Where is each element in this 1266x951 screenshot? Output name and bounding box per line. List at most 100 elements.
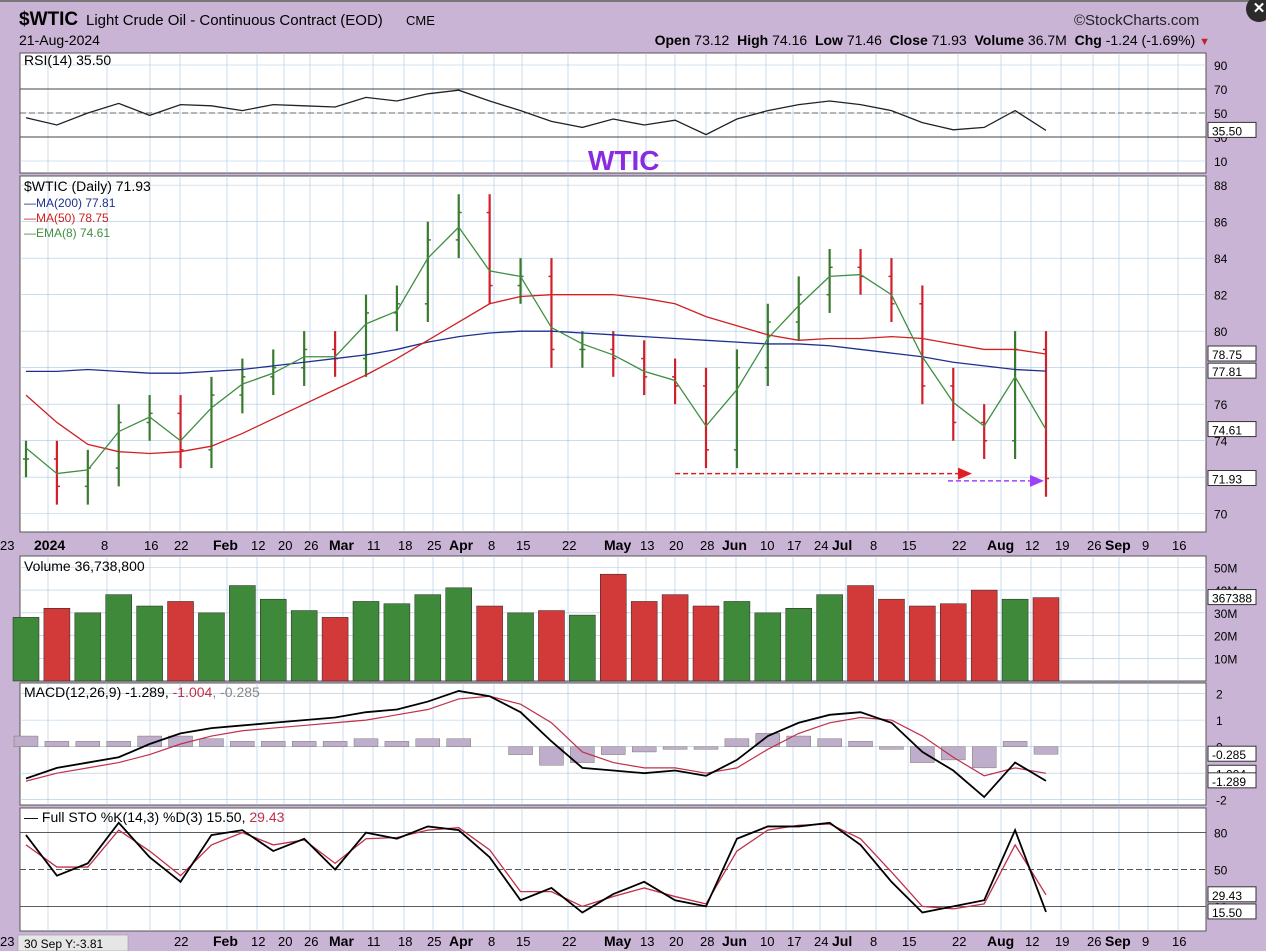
rsi-ytick-label: 90: [1214, 59, 1228, 73]
sto-ytick-label: 80: [1214, 827, 1228, 841]
open-label: Open: [654, 32, 691, 48]
x-tick-label: 16: [144, 538, 158, 553]
macd-histogram-bar: [539, 746, 564, 766]
bottom-x-tick-label: 12: [1025, 934, 1039, 949]
x-tick-label: Feb: [213, 537, 238, 553]
watermark-label: WTIC: [588, 145, 660, 176]
ma200-last-label-box: [1207, 362, 1257, 379]
low-label: Low: [814, 32, 843, 48]
close-value: 71.93: [931, 32, 967, 48]
x-tick-label: May: [604, 537, 631, 553]
macd-histogram-bar: [693, 746, 719, 750]
price-ytick-label: 80: [1214, 325, 1228, 339]
bottom-x-tick-label: 20: [278, 934, 292, 949]
x-tick-label: 11: [367, 538, 381, 553]
macd-histogram-bar: [137, 735, 162, 747]
sto-d-label: 29.43: [1212, 889, 1242, 903]
bottom-x-tick-label: 26: [1087, 934, 1101, 949]
x-tick-label: 18: [398, 538, 412, 553]
rsi-line: [25, 89, 1047, 136]
bottom-x-tick-label: Apr: [449, 933, 474, 949]
macd-signal-line: [25, 695, 1047, 782]
bottom-x-tick-label: Jun: [722, 933, 747, 949]
ema8-line: [25, 226, 1047, 475]
bottom-x-tick-label: 18: [398, 934, 412, 949]
macd-title-signal: -1.004: [173, 684, 213, 700]
macd-title-hist: , -0.285: [212, 684, 260, 700]
macd-histogram-bar: [106, 741, 131, 747]
ma50-last-label: 78.75: [1212, 348, 1242, 362]
macd-histogram-bar: [44, 741, 70, 747]
macd-hist-label-box: [1207, 745, 1257, 762]
macd-histogram-bar: [415, 738, 441, 747]
x-tick-label: Jul: [832, 537, 852, 553]
bottom-x-tick-label: 22: [174, 934, 188, 949]
volume-bar: [754, 612, 782, 682]
volume-bar: [940, 603, 967, 682]
price-ytick-label: 76: [1214, 398, 1228, 412]
x-tick-label: 28: [700, 538, 714, 553]
bottom-x-tick-label: 25: [427, 934, 441, 949]
volume-bar: [692, 605, 720, 682]
bottom-x-tick-label: 8: [488, 934, 495, 949]
rsi-ytick-label: 10: [1214, 155, 1228, 169]
bottom-x-tick-label: 20: [669, 934, 683, 949]
x-tick-label: 26: [304, 538, 318, 553]
down-triangle-icon: ▼: [1199, 36, 1210, 48]
x-tick-label: 26: [1087, 538, 1101, 553]
bottom-x-tick-label: 15: [902, 934, 916, 949]
volume-bar: [229, 585, 256, 682]
bottom-x-tick-label: Mar: [329, 933, 354, 949]
macd-histogram-bar: [971, 746, 997, 769]
macd-ytick-label: 2: [1216, 688, 1223, 702]
macd-histogram-bar: [786, 735, 811, 747]
volume-bar: [507, 612, 534, 682]
x-tick-label: 22: [174, 538, 188, 553]
close-x-icon[interactable]: ✕: [1246, 0, 1266, 22]
bottom-x-tick-label: Aug: [987, 933, 1014, 949]
macd-title-main: MACD(12,26,9) -1.289,: [24, 684, 173, 700]
bottom-x-tick-label: 12: [251, 934, 265, 949]
macd-histogram-bar: [1033, 746, 1059, 755]
sto-d-line: [25, 823, 1047, 910]
volume-bar: [290, 610, 318, 682]
macd-histogram-bar: [230, 741, 255, 747]
chart-date: 21-Aug-2024: [19, 32, 100, 48]
volume-bar: [538, 610, 565, 682]
volume-bar: [105, 594, 132, 682]
price-title: $WTIC (Daily) 71.93: [24, 178, 151, 194]
macd-value-label-box: [1207, 772, 1257, 789]
macd-ytick-label: 1: [1216, 714, 1223, 728]
volume-ytick-label: 30M: [1214, 607, 1237, 621]
crosshair-readout-box: [17, 934, 129, 951]
instrument-name: Light Crude Oil - Continuous Contract (E…: [86, 12, 383, 29]
rsi-ytick-label: 50: [1214, 107, 1228, 121]
bottom-x-tick-label: 24: [814, 934, 828, 949]
sto-k-label-box: [1207, 903, 1257, 920]
macd-ytick-label: -2: [1216, 794, 1227, 808]
x-tick-label: 13: [640, 538, 654, 553]
volume-bar: [847, 585, 874, 682]
ema8-last-label-box: [1207, 421, 1257, 438]
bottom-x-tick-label: 23: [0, 934, 14, 949]
x-tick-label: 12: [1025, 538, 1039, 553]
volume-bar: [878, 598, 905, 682]
ma200-line: [26, 330, 1047, 374]
macd-histogram-bar: [631, 746, 657, 753]
sto-ytick-label: 50: [1214, 864, 1228, 878]
macd-histogram-bar: [199, 738, 224, 747]
volume-bar: [569, 614, 596, 682]
volume-ytick-label: 20M: [1214, 630, 1237, 644]
x-tick-label: 12: [251, 538, 265, 553]
annotation-arrowhead: [1030, 474, 1044, 487]
x-tick-label: 8: [870, 538, 877, 553]
volume-bar: [198, 612, 225, 682]
volume-bar: [600, 573, 627, 682]
ma50-legend: —MA(50) 78.75: [24, 211, 109, 225]
macd-histogram-bar: [848, 741, 873, 747]
close-label: Close: [889, 32, 928, 48]
macd-histogram-bar: [724, 738, 750, 747]
volume-ytick-label: 10M: [1214, 652, 1237, 666]
volume-bar: [1001, 598, 1029, 682]
close-last-label-box: [1207, 470, 1257, 487]
